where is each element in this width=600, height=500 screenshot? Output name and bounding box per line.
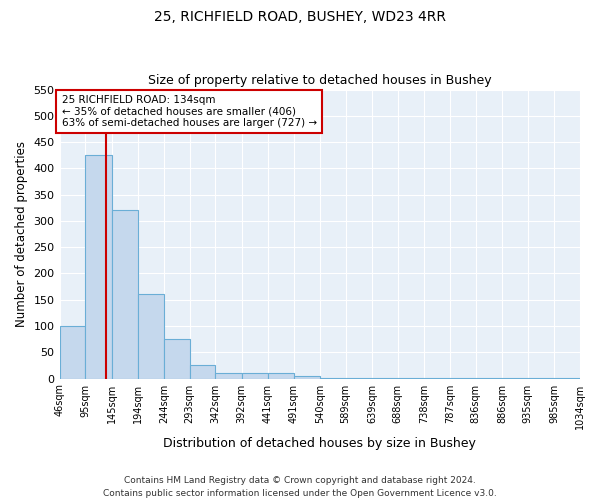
Y-axis label: Number of detached properties: Number of detached properties bbox=[15, 141, 28, 327]
Text: 25, RICHFIELD ROAD, BUSHEY, WD23 4RR: 25, RICHFIELD ROAD, BUSHEY, WD23 4RR bbox=[154, 10, 446, 24]
Bar bbox=[215, 374, 242, 378]
Bar bbox=[242, 374, 268, 378]
Title: Size of property relative to detached houses in Bushey: Size of property relative to detached ho… bbox=[148, 74, 491, 87]
Text: Contains HM Land Registry data © Crown copyright and database right 2024.
Contai: Contains HM Land Registry data © Crown c… bbox=[103, 476, 497, 498]
Bar bbox=[294, 376, 320, 378]
Bar bbox=[59, 326, 85, 378]
X-axis label: Distribution of detached houses by size in Bushey: Distribution of detached houses by size … bbox=[163, 437, 476, 450]
Bar bbox=[137, 294, 164, 378]
Text: 25 RICHFIELD ROAD: 134sqm
← 35% of detached houses are smaller (406)
63% of semi: 25 RICHFIELD ROAD: 134sqm ← 35% of detac… bbox=[62, 95, 317, 128]
Bar bbox=[190, 366, 215, 378]
Bar bbox=[268, 374, 294, 378]
Bar bbox=[164, 339, 190, 378]
Bar bbox=[112, 210, 137, 378]
Bar bbox=[85, 155, 112, 378]
